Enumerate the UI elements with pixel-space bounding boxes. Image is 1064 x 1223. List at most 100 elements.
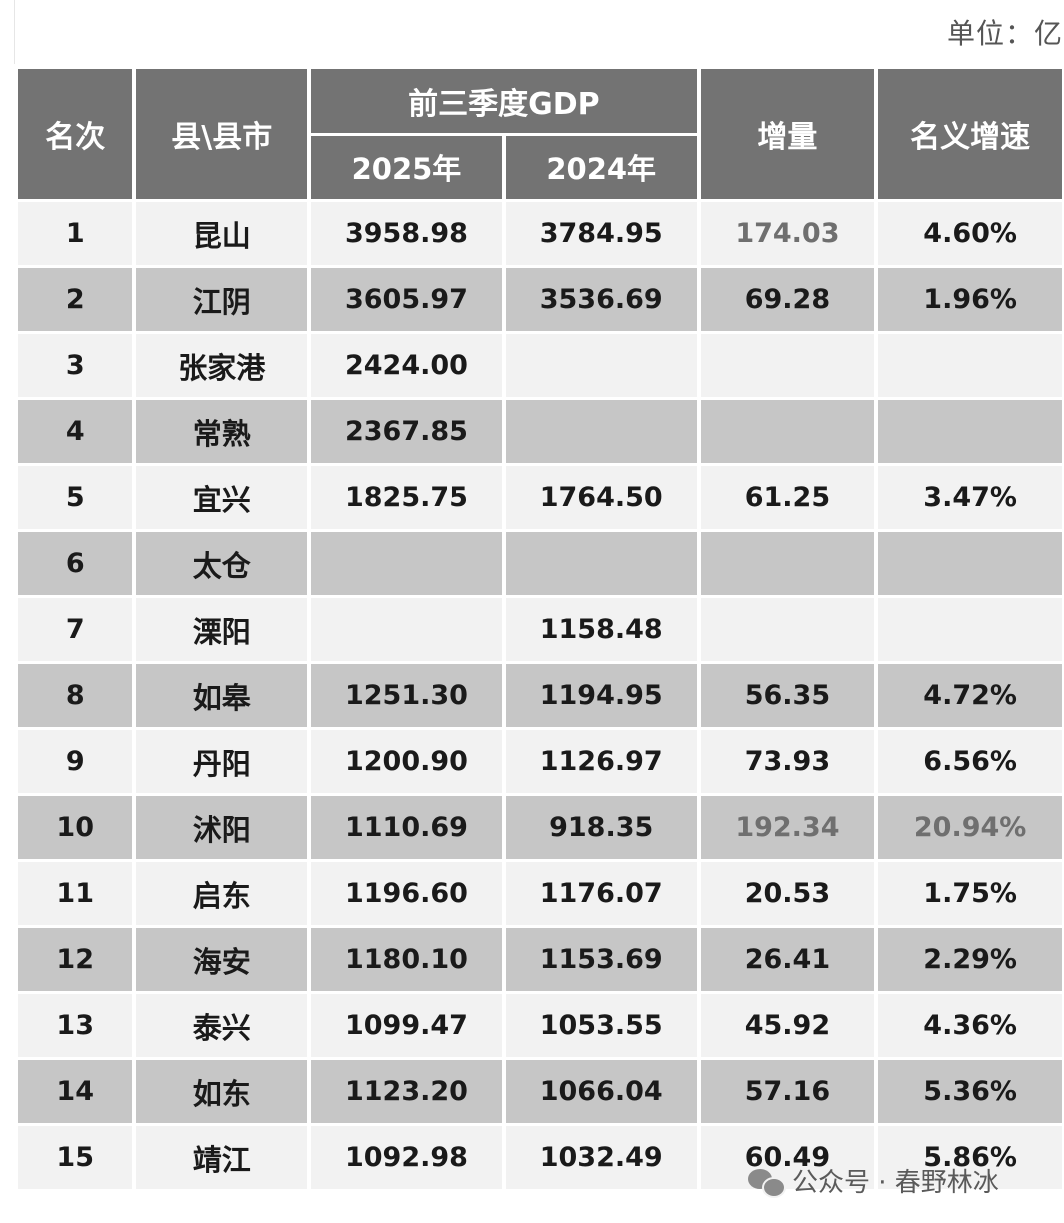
cell-county-name: 宜兴 (136, 466, 308, 529)
cell-gdp-2025: 2367.85 (311, 400, 502, 463)
cell-gdp-2025: 2424.00 (311, 334, 502, 397)
cell-rank: 12 (18, 928, 133, 991)
cell-gdp-2024 (505, 532, 697, 595)
cell-increase: 69.28 (700, 268, 875, 331)
cell-gdp-2025 (311, 532, 502, 595)
cell-gdp-2024: 3536.69 (505, 268, 697, 331)
cell-rank: 5 (18, 466, 133, 529)
cell-growth: 5.86% (878, 1126, 1062, 1189)
cell-growth: 1.75% (878, 862, 1062, 925)
cell-rank: 14 (18, 1060, 133, 1123)
cell-growth (878, 532, 1062, 595)
header-gdp-group: 前三季度GDP (311, 69, 697, 133)
table-row: 7 溧阳 1158.48 (18, 598, 1062, 661)
cell-gdp-2024: 1066.04 (505, 1060, 697, 1123)
cell-gdp-2025: 1123.20 (311, 1060, 502, 1123)
cell-increase (700, 532, 875, 595)
cell-gdp-2025: 1251.30 (311, 664, 502, 727)
cell-growth: 4.60% (878, 202, 1062, 265)
cell-gdp-2024: 1126.97 (505, 730, 697, 793)
cell-county-name: 启东 (136, 862, 308, 925)
cell-county-name: 常熟 (136, 400, 308, 463)
cell-rank: 1 (18, 202, 133, 265)
cell-county-name: 海安 (136, 928, 308, 991)
watermark: 公众号 · 春野林冰 (748, 1162, 999, 1199)
cell-county-name: 张家港 (136, 334, 308, 397)
cell-gdp-2025: 1099.47 (311, 994, 502, 1057)
cell-increase: 56.35 (700, 664, 875, 727)
cell-county-name: 如东 (136, 1060, 308, 1123)
cell-gdp-2024: 1158.48 (505, 598, 697, 661)
cell-gdp-2024: 1053.55 (505, 994, 697, 1057)
table-row: 5 宜兴 1825.75 1764.50 61.25 3.47% (18, 466, 1062, 529)
table-header: 名次 县\县市 前三季度GDP 增量 名义增速 2025年 2024年 (18, 69, 1062, 199)
table-row: 6 太仓 (18, 532, 1062, 595)
cell-gdp-2025 (311, 598, 502, 661)
cell-county-name: 太仓 (136, 532, 308, 595)
cell-rank: 15 (18, 1126, 133, 1189)
cell-gdp-2025: 1092.98 (311, 1126, 502, 1189)
cell-increase (700, 334, 875, 397)
cell-gdp-2024: 3784.95 (505, 202, 697, 265)
header-rank: 名次 (18, 69, 133, 199)
cell-increase: 57.16 (700, 1060, 875, 1123)
cell-gdp-2025: 1825.75 (311, 466, 502, 529)
cell-growth: 2.29% (878, 928, 1062, 991)
cell-rank: 7 (18, 598, 133, 661)
cell-county-name: 沭阳 (136, 796, 308, 859)
cell-gdp-2024: 1764.50 (505, 466, 697, 529)
cell-rank: 9 (18, 730, 133, 793)
top-strip: 单位：亿 (14, 0, 1064, 64)
cell-increase: 45.92 (700, 994, 875, 1057)
cell-growth (878, 334, 1062, 397)
cell-gdp-2024 (505, 334, 697, 397)
cell-increase (700, 598, 875, 661)
cell-county-name: 丹阳 (136, 730, 308, 793)
cell-gdp-2024: 1032.49 (505, 1126, 697, 1189)
cell-rank: 13 (18, 994, 133, 1057)
table-row: 10 沭阳 1110.69 918.35 192.34 20.94% (18, 796, 1062, 859)
cell-county-name: 如皋 (136, 664, 308, 727)
cell-gdp-2024: 918.35 (505, 796, 697, 859)
table-row: 3 张家港 2424.00 (18, 334, 1062, 397)
table-row: 4 常熟 2367.85 (18, 400, 1062, 463)
header-increase: 增量 (700, 69, 875, 199)
cell-growth: 5.36% (878, 1060, 1062, 1123)
table-row: 8 如皋 1251.30 1194.95 56.35 4.72% (18, 664, 1062, 727)
cell-growth: 6.56% (878, 730, 1062, 793)
cell-growth: 4.36% (878, 994, 1062, 1057)
cell-growth: 20.94% (878, 796, 1062, 859)
table-row: 11 启东 1196.60 1176.07 20.53 1.75% (18, 862, 1062, 925)
watermark-text: 公众号 · 春野林冰 (792, 1168, 999, 1198)
cell-increase: 174.03 (700, 202, 875, 265)
cell-gdp-2025: 1180.10 (311, 928, 502, 991)
unit-label: 单位：亿 (946, 17, 1063, 50)
cell-increase: 26.41 (700, 928, 875, 991)
cell-county-name: 泰兴 (136, 994, 308, 1057)
cell-county-name: 江阴 (136, 268, 308, 331)
cell-rank: 10 (18, 796, 133, 859)
cell-county-name: 溧阳 (136, 598, 308, 661)
cell-gdp-2024: 1153.69 (505, 928, 697, 991)
table-row: 1 昆山 3958.98 3784.95 174.03 4.60% (18, 202, 1062, 265)
table-row: 2 江阴 3605.97 3536.69 69.28 1.96% (18, 268, 1062, 331)
table-row: 12 海安 1180.10 1153.69 26.41 2.29% (18, 928, 1062, 991)
table-row: 9 丹阳 1200.90 1126.97 73.93 6.56% (18, 730, 1062, 793)
cell-gdp-2024: 1194.95 (505, 664, 697, 727)
cell-rank: 4 (18, 400, 133, 463)
cell-increase: 60.49 (700, 1126, 875, 1189)
cell-growth (878, 400, 1062, 463)
table-row: 13 泰兴 1099.47 1053.55 45.92 4.36% (18, 994, 1062, 1057)
cell-growth: 4.72% (878, 664, 1062, 727)
cell-increase: 61.25 (700, 466, 875, 529)
cell-rank: 8 (18, 664, 133, 727)
cell-gdp-2025: 1196.60 (311, 862, 502, 925)
gdp-table: 名次 县\县市 前三季度GDP 增量 名义增速 2025年 2024年 1 昆山 3… (14, 66, 1064, 1192)
cell-growth: 1.96% (878, 268, 1062, 331)
cell-gdp-2024: 1176.07 (505, 862, 697, 925)
cell-increase: 192.34 (700, 796, 875, 859)
cell-county-name: 昆山 (136, 202, 308, 265)
header-county: 县\县市 (136, 69, 308, 199)
cell-growth: 3.47% (878, 466, 1062, 529)
cell-growth (878, 598, 1062, 661)
